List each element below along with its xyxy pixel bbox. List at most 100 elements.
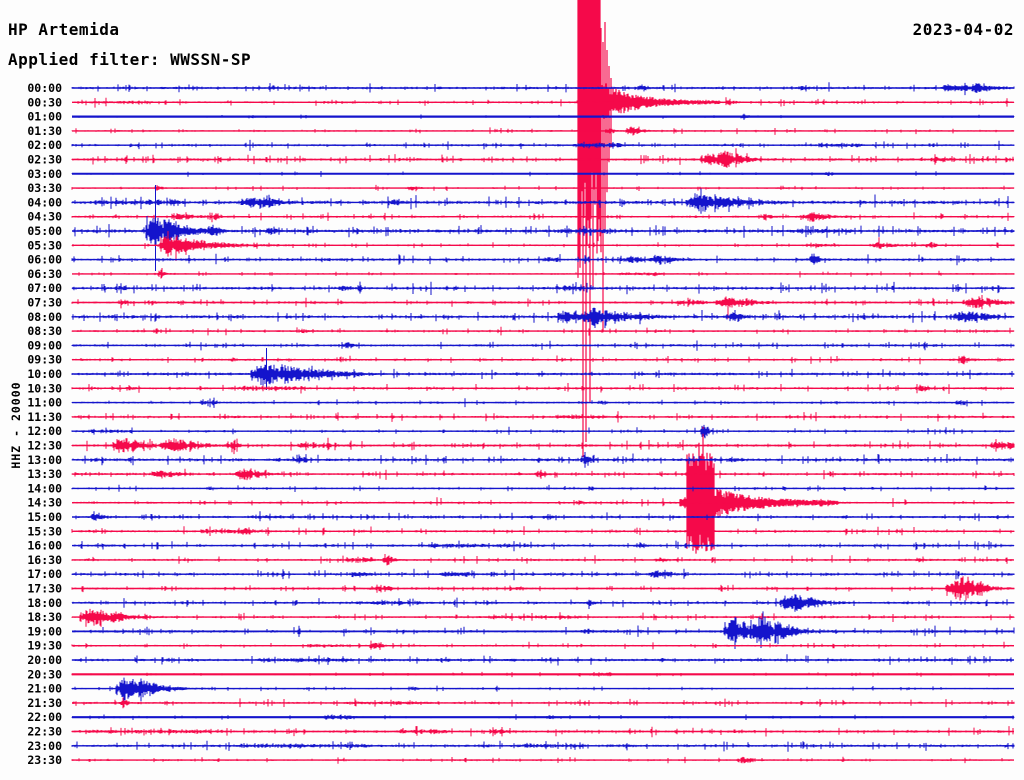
trace-path [72,97,1015,108]
trace-path [73,185,1015,271]
time-label: 17:30 [27,582,62,596]
time-label: 01:00 [27,110,62,124]
trace-path [71,411,1015,423]
time-label: 02:00 [27,138,62,152]
time-label: 00:30 [27,95,62,109]
time-label: 05:00 [27,224,62,238]
trace-path [71,212,1015,223]
time-label: 18:30 [27,610,62,624]
time-label: 14:00 [27,481,62,495]
time-label: 16:00 [27,539,62,553]
time-label: 15:30 [27,524,62,538]
time-label: 07:00 [27,281,62,295]
time-label: 01:30 [27,124,62,138]
trace-path [72,268,1015,279]
time-label: 14:30 [27,496,62,510]
trace-path [71,576,1015,601]
time-label: 20:30 [27,667,62,681]
trace-path [71,640,1014,650]
trace-path [71,383,1014,394]
trace-path [71,756,1012,764]
trace-path [71,281,1015,295]
time-label: 08:30 [27,324,62,338]
time-label: 13:00 [27,453,62,467]
trace-path [71,188,1015,214]
trace-path [72,540,1015,552]
trace-path [71,307,1015,329]
trace-path [72,497,1015,508]
time-label: 23:00 [27,739,62,753]
time-label: 21:00 [27,682,62,696]
time-label: 06:30 [27,267,62,281]
time-label: 11:00 [27,396,62,410]
time-label: 20:00 [27,653,62,667]
time-label: 10:30 [27,381,62,395]
trace-path [71,726,1014,738]
trace-path [71,253,1015,266]
time-label: 03:30 [27,181,62,195]
time-label: 19:30 [27,639,62,653]
trace-path [71,554,1013,566]
time-label: 03:00 [27,167,62,181]
trace-path [72,511,1015,522]
time-label: 11:30 [27,410,62,424]
trace-path [71,171,1015,177]
trace-path [71,452,1014,468]
time-label: 05:30 [27,238,62,252]
trace-path [71,594,1015,612]
time-label: 13:30 [27,467,62,481]
time-label: 15:00 [27,510,62,524]
trace-path [72,697,1015,709]
applied-filter-label: Applied filter: WWSSN-SP [8,50,252,69]
trace-path [71,231,1015,261]
trace-path [71,677,1014,702]
time-label: 18:00 [27,596,62,610]
trace-path [71,397,1015,408]
trace-path [71,348,1015,390]
time-label: 10:00 [27,367,62,381]
time-label: 22:30 [27,725,62,739]
trace-path [71,714,1015,720]
time-label: 02:30 [27,153,62,167]
trace-path [71,340,1015,351]
trace-path [71,295,1015,319]
time-label: 08:00 [27,310,62,324]
time-label: 23:30 [27,753,62,767]
trace-path [71,740,1015,752]
date-label: 2023-04-02 [912,20,1014,39]
trace-path [71,139,1015,151]
time-label: 12:30 [27,439,62,453]
time-label: 04:00 [27,195,62,209]
time-label: 21:30 [27,696,62,710]
trace-path [71,484,1015,492]
trace-path [71,148,1014,168]
trace-path [71,126,1015,136]
time-label: 19:00 [27,624,62,638]
trace-path [71,568,1015,581]
trace-path [71,671,1014,678]
trace-path [71,424,1015,439]
time-label: 04:30 [27,210,62,224]
trace-path [71,437,1015,455]
time-label: 17:00 [27,567,62,581]
time-label: 09:30 [27,353,62,367]
time-label: 12:00 [27,424,62,438]
trace-path [71,326,1015,336]
trace-path [72,611,1015,649]
trace-path [71,608,1015,627]
time-label: 00:00 [27,81,62,95]
trace-path [71,184,1015,192]
trace-path [71,468,1015,481]
time-label: 22:00 [27,710,62,724]
station-name: HP Artemida [8,20,120,39]
time-label: 09:00 [27,338,62,352]
time-label: 06:00 [27,253,62,267]
trace-path [71,82,1015,96]
trace-path [75,113,1015,120]
time-label: 16:30 [27,553,62,567]
trace-path [71,654,1014,666]
trace-path [71,526,1015,536]
time-label: 07:30 [27,296,62,310]
